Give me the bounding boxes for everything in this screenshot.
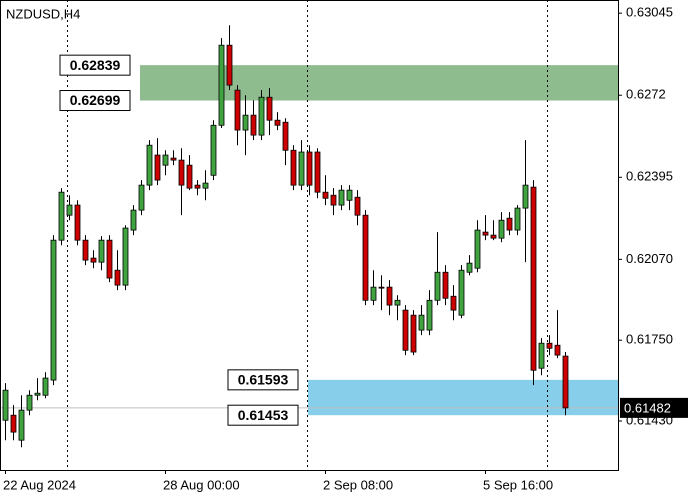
candle-body [202, 182, 209, 189]
candle-body [242, 114, 249, 131]
zone [140, 65, 618, 101]
candle-body [514, 207, 521, 231]
candle-body [138, 184, 145, 211]
candle-body [226, 44, 233, 86]
candle-body [338, 189, 345, 206]
candle-body [2, 389, 9, 421]
candle-body [18, 409, 25, 441]
candle-body [506, 217, 513, 231]
candles [2, 25, 569, 448]
candle-body [314, 151, 321, 193]
zone-label: 0.62839 [70, 57, 121, 73]
candle-body [458, 269, 465, 316]
candle-body [562, 355, 569, 409]
candle-body [82, 239, 89, 261]
candle-body [170, 157, 177, 161]
candle-body [370, 286, 377, 301]
candle-body [266, 96, 273, 121]
candle-body [362, 214, 369, 301]
x-tick-label: 22 Aug 2024 [3, 477, 76, 492]
y-tick-label: 0.63045 [626, 5, 673, 20]
candle-body [34, 392, 41, 396]
zone [308, 379, 618, 416]
candle-body [234, 89, 241, 131]
candle-body [154, 154, 161, 181]
zone-label-box [59, 54, 131, 76]
candle-body [26, 394, 33, 411]
candle-body [298, 151, 305, 186]
x-tick-label: 2 Sep 08:00 [323, 477, 393, 492]
zone-label: 0.61593 [238, 372, 289, 388]
candle-body [74, 204, 81, 241]
candle-body [282, 121, 289, 151]
candle-body [146, 144, 153, 186]
candle-body [394, 299, 401, 306]
y-tick-label: 0.62070 [626, 251, 673, 266]
candle-body [466, 262, 473, 273]
candle-body [346, 189, 353, 201]
candle-body [178, 159, 185, 186]
candle-body [274, 119, 281, 126]
candle-body [386, 286, 393, 306]
zone-label-box [59, 90, 131, 112]
candle-body [10, 414, 17, 433]
candle-body [546, 342, 553, 349]
candle-body [490, 234, 497, 239]
candle-body [58, 191, 65, 241]
zone-label: 0.62699 [70, 92, 121, 108]
x-tick-label: 5 Sep 16:00 [483, 477, 553, 492]
x-tick-label: 28 Aug 00:00 [163, 477, 240, 492]
candle-body [162, 154, 169, 166]
zone-label: 0.61453 [238, 407, 289, 423]
zone-label-box [227, 404, 299, 426]
candle-body [130, 209, 137, 231]
candle-body [290, 149, 297, 186]
candle-body [474, 229, 481, 269]
candle-body [330, 194, 337, 206]
candle-body [114, 269, 121, 286]
candle-body [434, 271, 441, 301]
candle-body [522, 184, 529, 209]
candle-body [322, 191, 329, 199]
candle-body [186, 164, 193, 189]
candle-body [66, 204, 73, 216]
candle-body [106, 239, 113, 279]
plot-frame [0, 0, 619, 471]
y-tick-label: 0.62395 [626, 169, 673, 184]
candle-body [538, 342, 545, 369]
candle-body [210, 124, 217, 176]
candle-body [258, 96, 265, 136]
current-price-box [620, 397, 688, 418]
candle-body [418, 314, 425, 331]
candle-body [122, 227, 129, 286]
y-tick-label: 0.6272 [626, 87, 666, 102]
candle-body [410, 314, 417, 353]
y-tick-label: 0.61750 [626, 332, 673, 347]
candle-body [402, 309, 409, 351]
period-separators [67, 0, 548, 470]
candle-body [194, 184, 201, 189]
candle-body [306, 151, 313, 186]
candle-body [378, 286, 385, 289]
candle-body [250, 114, 257, 136]
candle-body [554, 344, 561, 356]
zone-label-box [227, 369, 299, 391]
chart-title: NZDUSD,H4 [6, 6, 80, 21]
overlay: 0.62839 0.62699 0.61593 0.61453 [59, 54, 299, 426]
candle-body [482, 231, 489, 236]
candle-body [442, 271, 449, 299]
current-price-label: 0.61482 [624, 400, 671, 415]
candle-body [218, 44, 225, 126]
candle-body [450, 295, 457, 311]
candle-body [530, 186, 537, 371]
candle-body [42, 377, 49, 396]
candle-body [426, 299, 433, 331]
candle-body [98, 239, 105, 263]
candle-body [354, 196, 361, 216]
candle-body [90, 257, 97, 263]
candle-body [50, 239, 57, 381]
candle-body [498, 219, 505, 239]
